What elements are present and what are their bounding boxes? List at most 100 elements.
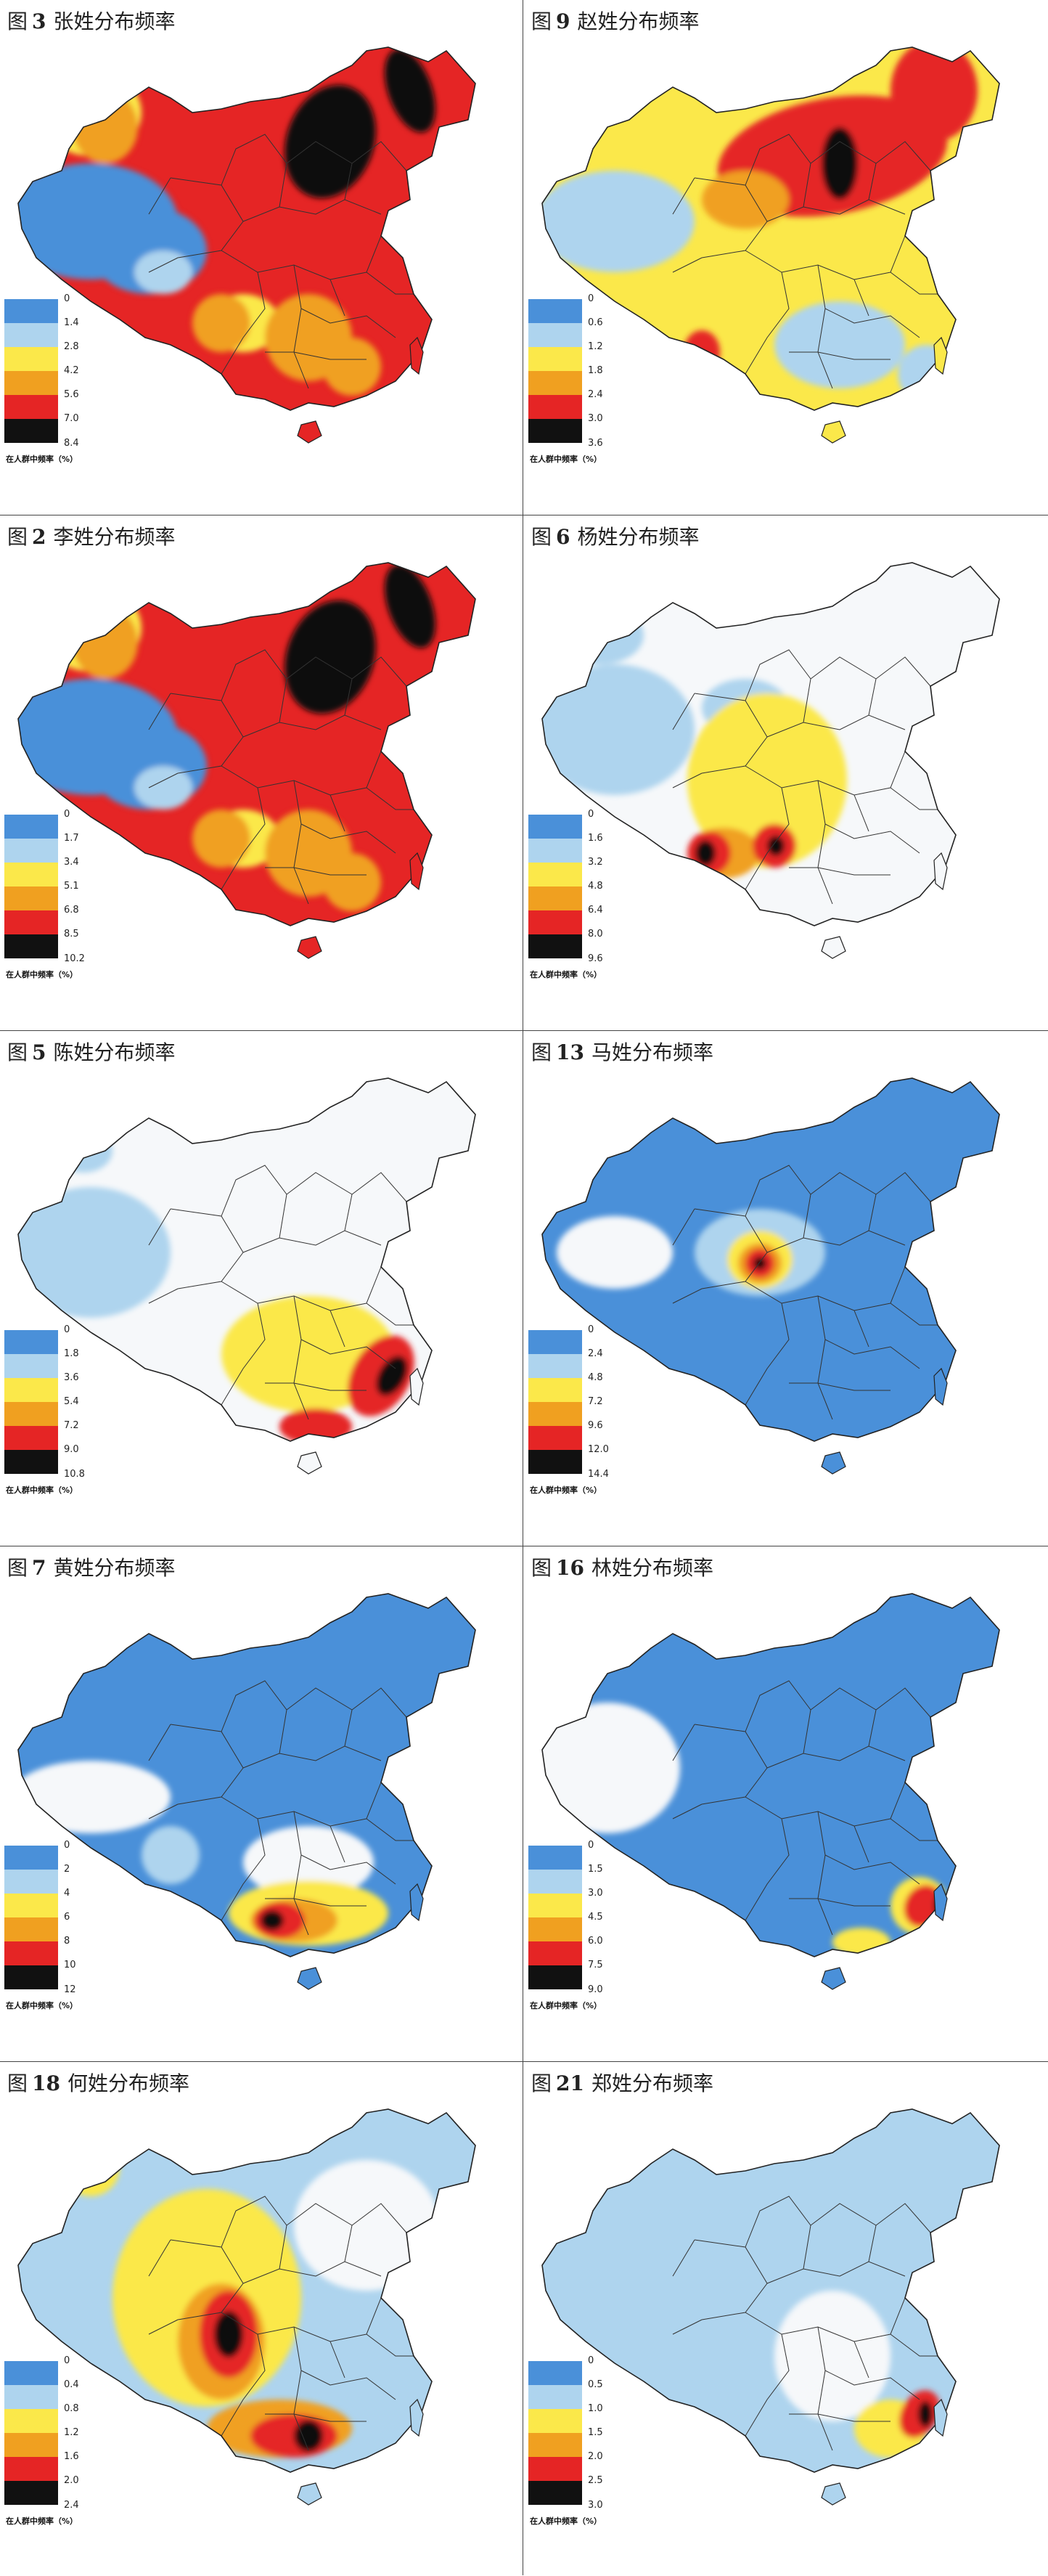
- legend-swatch: [4, 1426, 58, 1450]
- frequency-zone: [684, 330, 720, 374]
- province-border: [148, 1803, 179, 1819]
- province-border: [329, 2341, 345, 2379]
- hainan-island: [297, 936, 322, 959]
- legend-swatch: [4, 1917, 58, 1941]
- province-border: [221, 1818, 266, 1921]
- province-border: [265, 1898, 367, 1907]
- legend-label: 4.8: [588, 881, 603, 892]
- legend-swatch: [528, 1426, 582, 1450]
- legend-label: 0: [64, 2355, 70, 2366]
- legend-label: 7.2: [64, 1420, 79, 1431]
- legend-label: 2.8: [64, 341, 79, 352]
- legend-row: 6: [4, 1912, 150, 1941]
- legend-row: 3.0: [528, 413, 674, 443]
- map-legend: 0 0.6 1.2 1.8 2.4 3.0 3.6: [528, 293, 674, 449]
- province-border: [745, 272, 790, 375]
- figure-caption: 李姓分布频率: [53, 525, 176, 549]
- legend-swatch: [4, 1846, 58, 1870]
- map-legend: 0 2.4 4.8 7.2 9.6 12.0 14.4: [528, 1324, 674, 1480]
- china-map: [541, 2108, 1000, 2506]
- legend-label: 3.2: [588, 857, 603, 868]
- province-border: [868, 1172, 931, 1231]
- province-border: [672, 1724, 695, 1761]
- legend-unit: 在人群中频率（%）: [6, 1485, 78, 1495]
- province-border: [242, 1230, 382, 1253]
- legend-label: 0: [64, 809, 70, 820]
- legend-row: 5.4: [4, 1396, 150, 1426]
- frequency-zone: [385, 564, 435, 648]
- legend-swatch: [4, 1870, 58, 1894]
- legend-swatch: [4, 2409, 58, 2433]
- map-legend: 0 0.5 1.0 1.5 2.0 2.5 3.0: [528, 2355, 674, 2511]
- legend-row: 4.8: [528, 1372, 674, 1402]
- province-border: [221, 1303, 266, 1406]
- province-border: [672, 1803, 703, 1819]
- province-border: [745, 2196, 811, 2248]
- legend-swatch: [528, 419, 582, 443]
- legend-swatch: [528, 2457, 582, 2481]
- legend-row: 1.5: [528, 1864, 674, 1894]
- legend-swatch: [4, 1894, 58, 1917]
- legend-label: 6.0: [588, 1936, 603, 1947]
- legend-unit: 在人群中频率（%）: [530, 970, 602, 979]
- legend-label: 9.6: [588, 953, 603, 964]
- province-border: [672, 1288, 703, 1304]
- legend-label: 12: [64, 1984, 76, 1995]
- legend-swatch: [528, 323, 582, 347]
- frequency-zone: [774, 301, 905, 388]
- legend-label: 3.0: [588, 1888, 603, 1899]
- province-border: [148, 257, 179, 273]
- legend-label: 1.8: [588, 365, 603, 376]
- province-border: [366, 2297, 414, 2357]
- map-title: 图 13 马姓分布频率: [531, 1037, 713, 1066]
- province-border: [853, 279, 869, 317]
- province-border: [242, 199, 382, 222]
- frequency-zone: [891, 47, 978, 142]
- legend-row: 10: [4, 1960, 150, 1989]
- figure-number: 6: [556, 525, 570, 549]
- legend-row: 8.5: [4, 929, 150, 958]
- province-border: [148, 177, 171, 215]
- legend-swatch: [4, 2457, 58, 2481]
- frequency-zones: [62, 2138, 439, 2458]
- figure-number: 2: [32, 525, 46, 549]
- legend-row: 4: [4, 1888, 150, 1917]
- province-border: [366, 751, 414, 810]
- province-border: [221, 787, 266, 890]
- frequency-zone: [593, 1111, 636, 1147]
- province-border: [766, 199, 906, 222]
- legend-label: 9.0: [588, 1984, 603, 1995]
- legend-label: 4.5: [588, 1912, 603, 1923]
- map-panel: 图 21 郑姓分布频率 0 0.5 1.0 1.5 2.0 2.5 3.0 在人群中频率（%）: [524, 2062, 1046, 2576]
- legend-row: 9.6: [528, 1420, 674, 1450]
- legend-row: 1.4: [4, 317, 150, 347]
- legend-unit: 在人群中频率（%）: [530, 455, 602, 464]
- frequency-zone: [702, 171, 789, 229]
- map-panel: 图 2 李姓分布频率 0 1.7 3.4 5.1 6.8 8.5 10.2 在人群中频率（%）: [0, 515, 522, 1030]
- figure-number: 21: [556, 2071, 584, 2095]
- legend-swatch: [528, 886, 582, 910]
- legend-row: 1.5: [528, 2427, 674, 2457]
- legend-unit: 在人群中频率（%）: [6, 455, 78, 464]
- legend-row: 0.5: [528, 2379, 674, 2409]
- legend-swatch: [528, 1870, 582, 1894]
- frequency-zones: [18, 49, 435, 396]
- legend-label: 0.6: [588, 317, 603, 328]
- province-border: [293, 780, 396, 854]
- map-panel: 图 7 黄姓分布频率 0 2 4 6 8 10 12 在人群中频率（%）: [0, 1546, 522, 2061]
- china-map: [541, 1593, 1000, 1990]
- legend-row: 1.2: [528, 341, 674, 371]
- legend-swatch: [4, 1402, 58, 1426]
- province-border: [789, 1382, 891, 1391]
- legend-swatch: [4, 299, 58, 323]
- taiwan-island: [409, 1367, 424, 1406]
- frequency-zone: [62, 2138, 120, 2196]
- legend-swatch: [4, 2361, 58, 2385]
- province-border: [803, 1687, 877, 1754]
- frequency-zones: [18, 564, 435, 911]
- legend-row: 2.0: [4, 2475, 150, 2505]
- province-border: [745, 1303, 790, 1406]
- country-outline: [541, 1593, 1000, 1957]
- map-base-region: [542, 1594, 999, 1957]
- legend-label: 6: [64, 1912, 70, 1923]
